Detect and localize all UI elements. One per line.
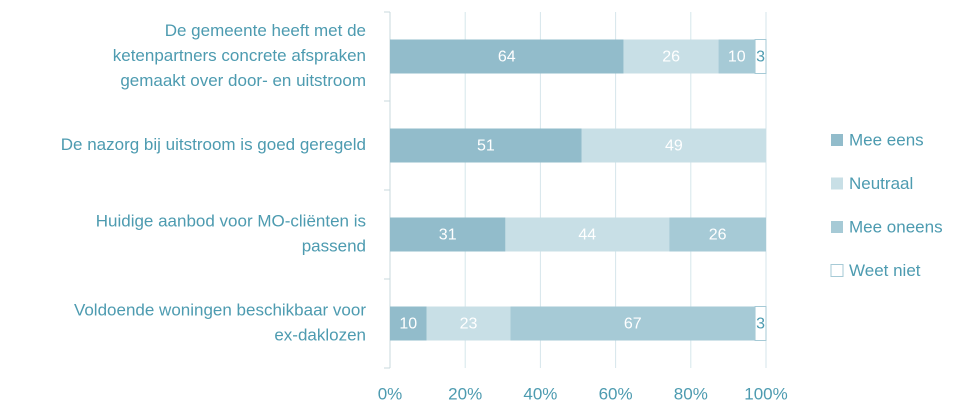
data-label: 10 xyxy=(399,316,417,333)
legend-swatch xyxy=(830,264,844,277)
data-label: 67 xyxy=(624,316,642,333)
category-label: ketenpartners concrete afspraken xyxy=(113,46,366,65)
category-label: ex-daklozen xyxy=(274,325,366,344)
bar-segment xyxy=(754,39,767,74)
bar-segment xyxy=(390,128,582,163)
category-label: gemaakt over door- en uitstroom xyxy=(120,71,366,90)
data-label: 31 xyxy=(439,227,457,244)
category-label: De gemeente heeft met de xyxy=(165,21,366,40)
category-label: passend xyxy=(302,236,366,255)
bar-segment xyxy=(510,306,756,341)
legend-label: Mee eens xyxy=(849,130,924,149)
x-tick-label: 20% xyxy=(448,384,482,403)
data-label: 64 xyxy=(498,49,516,66)
data-label: 44 xyxy=(578,227,596,244)
legend-swatch xyxy=(831,177,843,190)
legend-label: Neutraal xyxy=(849,174,913,193)
x-tick-label: 100% xyxy=(744,384,787,403)
data-label: 23 xyxy=(460,316,478,333)
data-label: 26 xyxy=(662,49,680,66)
bar-segment xyxy=(390,217,506,252)
data-label: 49 xyxy=(665,138,683,155)
x-tick-label: 80% xyxy=(674,384,708,403)
category-label: De nazorg bij uitstroom is goed geregeld xyxy=(61,135,366,154)
data-label: 3 xyxy=(756,49,765,66)
category-label: Huidige aanbod voor MO-cliënten is xyxy=(96,211,366,230)
legend-label: Weet niet xyxy=(849,261,921,280)
bar-segment xyxy=(718,39,756,74)
x-tick-label: 40% xyxy=(523,384,557,403)
bar-segment xyxy=(390,39,624,74)
data-label: 10 xyxy=(728,49,746,66)
category-label: Voldoende woningen beschikbaar voor xyxy=(74,300,366,319)
bar-segment xyxy=(581,128,766,163)
data-label: 3 xyxy=(756,316,765,333)
bar-segment xyxy=(426,306,511,341)
bar-segment xyxy=(390,306,427,341)
x-tick-label: 60% xyxy=(599,384,633,403)
x-tick-label: 0% xyxy=(378,384,403,403)
data-label: 51 xyxy=(477,138,495,155)
legend-label: Mee oneens xyxy=(849,217,943,236)
bar-segment xyxy=(505,217,670,252)
legend-swatch xyxy=(831,221,843,233)
legend-swatch xyxy=(831,134,843,146)
data-label: 26 xyxy=(709,227,727,244)
bar-segment xyxy=(623,39,719,74)
bar-segment xyxy=(754,306,767,341)
bar-segment xyxy=(669,217,766,252)
